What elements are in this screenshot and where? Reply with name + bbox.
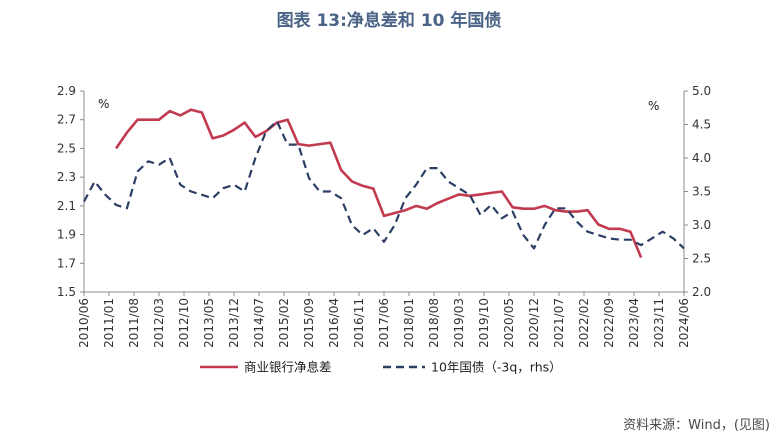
left-tick-label: 1.5 [57, 285, 76, 299]
x-tick-label: 2013/12 [227, 298, 241, 348]
x-tick-label: 2023/04 [627, 298, 641, 348]
x-tick-label: 2016/11 [352, 298, 366, 348]
legend-label-nim: 商业银行净息差 [244, 360, 332, 375]
x-tick-label: 2020/12 [527, 298, 541, 348]
x-tick-label: 2019/10 [477, 298, 491, 348]
x-tick-label: 2017/06 [377, 298, 391, 348]
legend: 商业银行净息差 10年国债（-3q，rhs） [200, 360, 562, 375]
right-tick-label: 3.0 [692, 218, 711, 232]
right-tick-label: 3.5 [692, 185, 711, 199]
x-tick-label: 2023/11 [652, 298, 666, 348]
series-line-bond-yield [83, 120, 685, 250]
chart-title: 图表 13:净息差和 10 年国债 [276, 11, 502, 31]
axes-layer: 1.5 1.7 1.9 2.1 2.3 2.5 2.7 2.9 2.0 2.5 3.0 3.5 4.0 4… [57, 84, 711, 348]
left-tick-label: 2.5 [57, 141, 76, 155]
right-axis-unit: % [648, 99, 659, 113]
x-tick-label: 2015/02 [277, 298, 291, 348]
x-tick-label: 2016/04 [327, 298, 341, 348]
left-tick-label: 2.3 [57, 170, 76, 184]
right-tick-label: 2.5 [692, 252, 711, 266]
x-tick-label: 2010/06 [77, 298, 91, 348]
right-tick-label: 5.0 [692, 84, 711, 98]
left-tick-label: 2.7 [57, 113, 76, 127]
right-tick-label: 2.0 [692, 285, 711, 299]
x-tick-label: 2014/07 [252, 298, 266, 348]
x-tick-label: 2018/08 [427, 298, 441, 348]
x-tick-label: 2021/07 [552, 298, 566, 348]
series-line-nim [115, 108, 643, 258]
left-tick-label: 2.9 [57, 84, 76, 98]
x-tick-label: 2013/05 [202, 298, 216, 348]
source-note: 资料来源：Wind，(见图) [623, 418, 770, 433]
right-tick-label: 4.0 [692, 151, 711, 165]
x-tick-label: 2022/09 [602, 298, 616, 348]
left-tick-label: 1.9 [57, 228, 76, 242]
x-tick-label: 2011/01 [102, 298, 116, 348]
x-tick-label: 2024/06 [677, 298, 691, 348]
x-tick-label: 2022/02 [577, 298, 591, 348]
x-tick-label: 2011/08 [127, 298, 141, 348]
left-tick-label: 1.7 [57, 256, 76, 270]
legend-label-bond-yield: 10年国债（-3q，rhs） [431, 360, 562, 375]
x-tick-label: 2020/05 [502, 298, 516, 348]
left-axis-unit: % [98, 97, 109, 111]
left-tick-label: 2.1 [57, 199, 76, 213]
x-tick-label: 2012/10 [177, 298, 191, 348]
x-tick-label: 2018/01 [402, 298, 416, 348]
x-tick-label: 2019/03 [452, 298, 466, 348]
x-tick-label: 2015/09 [302, 298, 316, 348]
x-tick-label: 2012/03 [152, 298, 166, 348]
series-layer [83, 108, 685, 258]
right-tick-label: 4.5 [692, 118, 711, 132]
